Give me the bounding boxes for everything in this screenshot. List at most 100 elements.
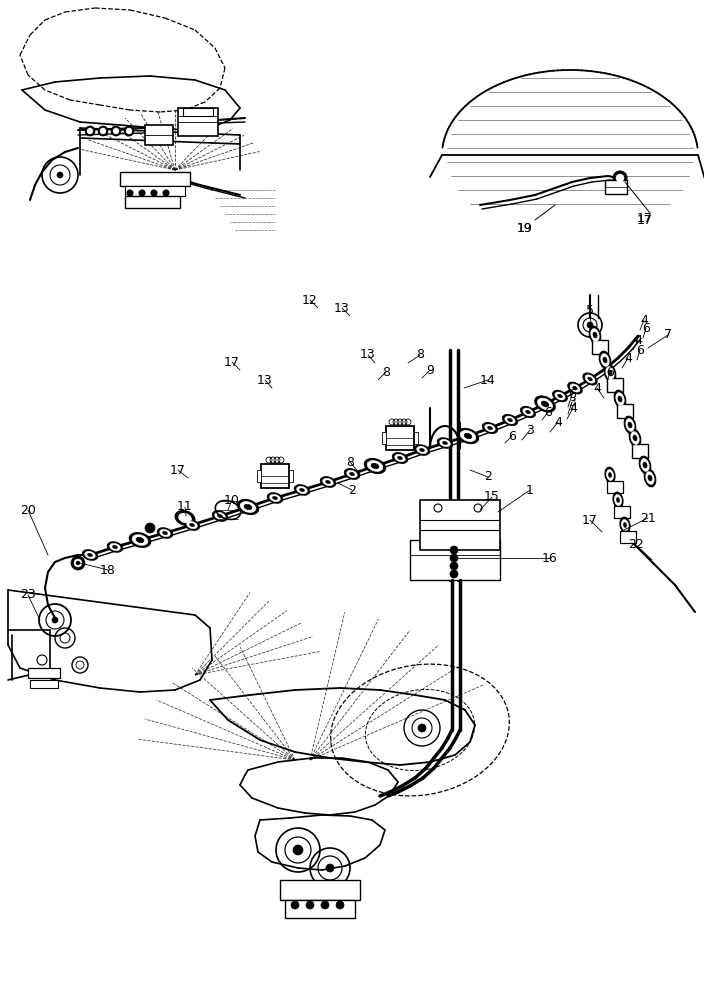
Text: 4: 4	[640, 314, 648, 326]
Ellipse shape	[87, 553, 92, 557]
Bar	[607, 481, 623, 493]
Circle shape	[98, 126, 108, 136]
Ellipse shape	[639, 456, 650, 474]
Circle shape	[163, 190, 169, 196]
Bar	[28, 668, 60, 678]
Ellipse shape	[184, 520, 200, 530]
Ellipse shape	[179, 513, 191, 523]
Ellipse shape	[591, 329, 599, 341]
Bar	[125, 196, 180, 208]
Ellipse shape	[646, 472, 654, 484]
Ellipse shape	[570, 384, 580, 392]
Circle shape	[321, 901, 329, 909]
Ellipse shape	[523, 408, 533, 416]
Text: 3: 3	[526, 424, 534, 436]
Text: 6: 6	[606, 365, 614, 378]
Ellipse shape	[573, 386, 577, 390]
Ellipse shape	[538, 398, 553, 410]
Circle shape	[336, 901, 344, 909]
Ellipse shape	[294, 485, 310, 495]
Text: 8: 8	[346, 456, 354, 468]
Ellipse shape	[300, 488, 304, 492]
Bar	[285, 900, 355, 918]
Bar	[605, 180, 627, 194]
Ellipse shape	[157, 528, 172, 538]
Ellipse shape	[130, 533, 151, 547]
Ellipse shape	[464, 433, 472, 439]
Ellipse shape	[488, 426, 492, 430]
Text: 14: 14	[480, 373, 496, 386]
Circle shape	[450, 570, 458, 578]
Bar	[620, 531, 636, 543]
Ellipse shape	[272, 496, 277, 500]
Ellipse shape	[215, 512, 225, 520]
Ellipse shape	[593, 332, 597, 338]
Circle shape	[151, 190, 157, 196]
Text: 2: 2	[484, 471, 492, 484]
Bar	[614, 506, 630, 518]
Ellipse shape	[628, 422, 632, 428]
Ellipse shape	[626, 419, 634, 431]
Ellipse shape	[629, 429, 641, 447]
Ellipse shape	[644, 469, 656, 487]
Text: 8: 8	[416, 349, 424, 361]
Bar	[632, 444, 648, 458]
Bar	[382, 432, 386, 444]
Ellipse shape	[601, 354, 609, 366]
Circle shape	[76, 561, 80, 565]
Ellipse shape	[520, 406, 536, 418]
Ellipse shape	[614, 390, 626, 408]
Ellipse shape	[322, 478, 333, 486]
Ellipse shape	[189, 523, 194, 527]
Ellipse shape	[350, 472, 354, 476]
Text: 13: 13	[257, 373, 273, 386]
Ellipse shape	[616, 393, 624, 405]
Text: 23: 23	[20, 588, 36, 601]
Ellipse shape	[585, 375, 595, 383]
Bar	[607, 378, 623, 392]
Text: 1: 1	[526, 484, 534, 496]
Ellipse shape	[460, 431, 476, 441]
Bar	[420, 500, 500, 550]
Circle shape	[450, 554, 458, 562]
Ellipse shape	[132, 535, 148, 545]
Ellipse shape	[505, 416, 515, 424]
Ellipse shape	[458, 428, 479, 444]
Ellipse shape	[485, 424, 496, 432]
Text: 17: 17	[582, 514, 598, 526]
Ellipse shape	[420, 448, 425, 452]
Text: 13: 13	[360, 349, 376, 361]
Text: 4: 4	[569, 401, 577, 414]
Bar	[125, 186, 185, 196]
Text: 4: 4	[624, 352, 632, 364]
Text: 6: 6	[568, 388, 576, 401]
Circle shape	[587, 322, 593, 328]
Ellipse shape	[615, 495, 622, 505]
Bar	[280, 880, 360, 900]
Text: 4: 4	[554, 416, 562, 428]
Ellipse shape	[604, 364, 616, 382]
Ellipse shape	[567, 382, 582, 394]
Text: 4: 4	[634, 334, 642, 347]
Bar	[617, 404, 633, 418]
Ellipse shape	[218, 514, 222, 518]
Text: 17: 17	[224, 356, 240, 368]
Circle shape	[74, 559, 82, 567]
Ellipse shape	[624, 523, 627, 527]
Ellipse shape	[541, 401, 548, 407]
Circle shape	[418, 724, 426, 732]
Ellipse shape	[503, 414, 517, 426]
Text: 21: 21	[640, 512, 656, 524]
Text: 17: 17	[170, 464, 186, 477]
Ellipse shape	[508, 418, 513, 422]
Bar	[410, 540, 500, 580]
Bar	[386, 426, 414, 450]
Ellipse shape	[599, 351, 611, 369]
Ellipse shape	[618, 396, 622, 402]
Bar	[261, 464, 289, 488]
Text: 7: 7	[664, 328, 672, 342]
Ellipse shape	[320, 477, 336, 487]
Text: 6: 6	[636, 344, 644, 357]
Ellipse shape	[617, 498, 620, 502]
Circle shape	[306, 901, 314, 909]
